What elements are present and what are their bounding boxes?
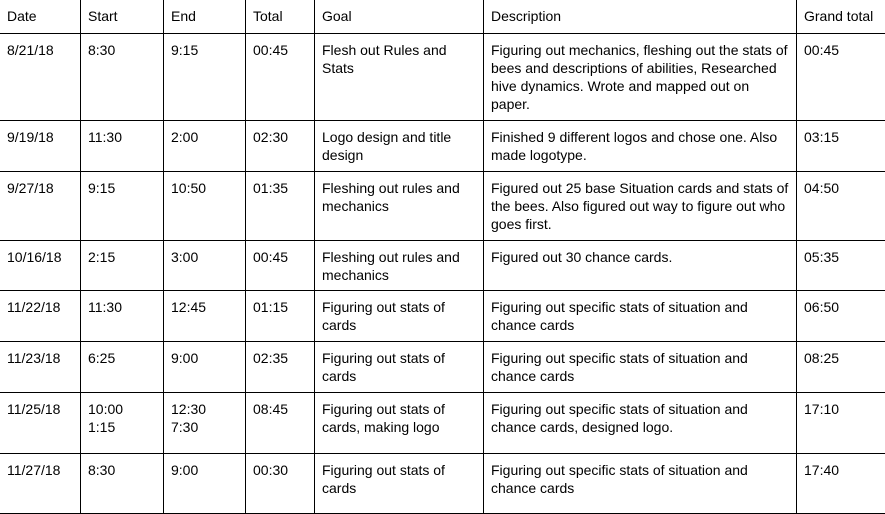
cell-description[interactable]: Figured out 25 base Situation cards and …	[484, 172, 797, 241]
cell-end[interactable]: 3:00	[164, 241, 246, 291]
header-date[interactable]: Date	[0, 0, 81, 34]
cell-goal[interactable]: Logo design and title design	[315, 121, 484, 172]
cell-description[interactable]: Figured out 30 chance cards.	[484, 241, 797, 291]
cell-description[interactable]: Figuring out specific stats of situation…	[484, 393, 797, 454]
cell-end[interactable]: 12:30 7:30	[164, 393, 246, 454]
cell-date[interactable]: 9/27/18	[0, 172, 81, 241]
cell-goal[interactable]: Fleshing out rules and mechanics	[315, 241, 484, 291]
cell-end[interactable]: 9:15	[164, 34, 246, 121]
cell-end[interactable]: 10:50	[164, 172, 246, 241]
cell-start[interactable]: 9:15	[81, 172, 164, 241]
cell-grand-total[interactable]: 03:15	[797, 121, 885, 172]
cell-start[interactable]: 8:30	[81, 34, 164, 121]
cell-description[interactable]: Finished 9 different logos and chose one…	[484, 121, 797, 172]
cell-total[interactable]: 02:35	[246, 342, 315, 393]
cell-grand-total[interactable]: 17:40	[797, 454, 885, 514]
header-start[interactable]: Start	[81, 0, 164, 34]
cell-date[interactable]: 11/27/18	[0, 454, 81, 514]
cell-date[interactable]: 8/21/18	[0, 34, 81, 121]
cell-total[interactable]: 02:30	[246, 121, 315, 172]
cell-start[interactable]: 6:25	[81, 342, 164, 393]
cell-description[interactable]: Figuring out mechanics, fleshing out the…	[484, 34, 797, 121]
cell-start[interactable]: 8:30	[81, 454, 164, 514]
cell-end[interactable]: 2:00	[164, 121, 246, 172]
header-end[interactable]: End	[164, 0, 246, 34]
cell-date[interactable]: 11/22/18	[0, 291, 81, 342]
cell-total[interactable]: 00:30	[246, 454, 315, 514]
cell-grand-total[interactable]: 05:35	[797, 241, 885, 291]
header-total[interactable]: Total	[246, 0, 315, 34]
header-grand-total[interactable]: Grand total	[797, 0, 885, 34]
cell-grand-total[interactable]: 08:25	[797, 342, 885, 393]
cell-goal[interactable]: Fleshing out rules and mechanics	[315, 172, 484, 241]
cell-end[interactable]: 9:00	[164, 342, 246, 393]
cell-date[interactable]: 11/23/18	[0, 342, 81, 393]
cell-date[interactable]: 9/19/18	[0, 121, 81, 172]
cell-grand-total[interactable]: 17:10	[797, 393, 885, 454]
cell-grand-total[interactable]: 06:50	[797, 291, 885, 342]
cell-description[interactable]: Figuring out specific stats of situation…	[484, 342, 797, 393]
cell-total[interactable]: 00:45	[246, 241, 315, 291]
cell-description[interactable]: Figuring out specific stats of situation…	[484, 454, 797, 514]
cell-start[interactable]: 11:30	[81, 291, 164, 342]
cell-total[interactable]: 08:45	[246, 393, 315, 454]
cell-end[interactable]: 12:45	[164, 291, 246, 342]
cell-description[interactable]: Figuring out specific stats of situation…	[484, 291, 797, 342]
cell-grand-total[interactable]: 00:45	[797, 34, 885, 121]
cell-start[interactable]: 11:30	[81, 121, 164, 172]
cell-total[interactable]: 01:15	[246, 291, 315, 342]
cell-total[interactable]: 01:35	[246, 172, 315, 241]
cell-goal[interactable]: Figuring out stats of cards, making logo	[315, 393, 484, 454]
cell-date[interactable]: 11/25/18	[0, 393, 81, 454]
cell-goal[interactable]: Flesh out Rules and Stats	[315, 34, 484, 121]
cell-goal[interactable]: Figuring out stats of cards	[315, 291, 484, 342]
cell-start[interactable]: 10:00 1:15	[81, 393, 164, 454]
cell-total[interactable]: 00:45	[246, 34, 315, 121]
cell-start[interactable]: 2:15	[81, 241, 164, 291]
cell-grand-total[interactable]: 04:50	[797, 172, 885, 241]
cell-end[interactable]: 9:00	[164, 454, 246, 514]
cell-goal[interactable]: Figuring out stats of cards	[315, 342, 484, 393]
cell-goal[interactable]: Figuring out stats of cards	[315, 454, 484, 514]
header-goal[interactable]: Goal	[315, 0, 484, 34]
cell-date[interactable]: 10/16/18	[0, 241, 81, 291]
header-description[interactable]: Description	[484, 0, 797, 34]
